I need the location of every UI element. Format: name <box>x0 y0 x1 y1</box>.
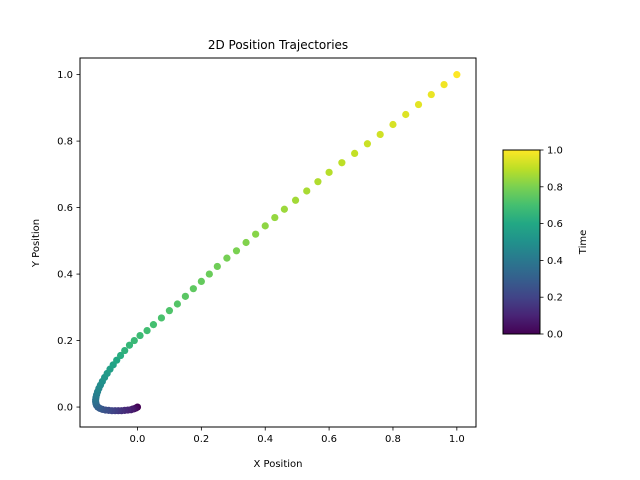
scatter-point-48 <box>242 238 250 247</box>
y-tick-label-0: 0.0 <box>57 403 73 414</box>
scatter-point-46 <box>223 254 231 262</box>
y-tick-label-5: 1.0 <box>57 70 73 81</box>
x-tick-label-3: 0.6 <box>321 434 337 445</box>
y-axis-ticks: 0.0 0.2 0.4 0.6 0.8 1.0 <box>57 70 80 414</box>
colorbar <box>502 149 541 335</box>
scatter-point-47 <box>232 247 241 255</box>
y-tick-label-4: 0.8 <box>57 137 73 148</box>
plot-frame <box>79 57 477 428</box>
scatter-point-58 <box>351 149 359 158</box>
scatter-point-45 <box>213 262 221 271</box>
y-axis-label: Y Position <box>31 219 42 268</box>
scatter-point-39 <box>165 307 174 315</box>
scatter-point-41 <box>181 292 189 300</box>
colorbar-tick-label-5: 1.0 <box>547 146 563 157</box>
scatter-point-38 <box>157 314 166 322</box>
colorbar-tick-label-3: 0.6 <box>547 219 563 230</box>
scatter-point-40 <box>173 300 182 308</box>
x-tick-label-0: 0.0 <box>130 434 146 445</box>
scatter-point-35 <box>136 331 144 340</box>
x-axis-label: X Position <box>254 459 303 470</box>
x-tick-label-4: 0.8 <box>385 434 401 445</box>
y-tick-label-2: 0.4 <box>57 270 73 281</box>
scatter-point-53 <box>291 196 300 204</box>
chart-title: 2D Position Trajectories <box>208 38 348 52</box>
scatter-point-61 <box>389 120 397 129</box>
colorbar-tick-label-2: 0.4 <box>547 256 563 267</box>
scatter-point-66 <box>453 71 461 79</box>
scatter-point-31 <box>116 351 125 360</box>
scatter-point-44 <box>205 270 213 278</box>
colorbar-tick-label-0: 0.0 <box>547 330 563 341</box>
x-tick-label-5: 1.0 <box>449 434 465 445</box>
scatter-point-42 <box>189 285 197 293</box>
scatter-point-65 <box>440 80 448 89</box>
scatter-point-32 <box>121 346 129 355</box>
scatter-point-55 <box>314 178 322 186</box>
y-tick-label-3: 0.6 <box>57 203 73 214</box>
colorbar-label: Time <box>578 230 589 255</box>
scatter-point-49 <box>252 230 260 238</box>
scatter-point-37 <box>149 321 158 329</box>
scatter-point-34 <box>130 336 138 345</box>
colorbar-tick-label-4: 0.8 <box>547 182 563 193</box>
scatter-point-62 <box>402 110 410 119</box>
scatter-point-64 <box>427 90 435 99</box>
scatter-point-63 <box>414 100 423 109</box>
x-tick-label-1: 0.2 <box>193 434 209 445</box>
scatter-point-43 <box>197 277 205 285</box>
x-axis-ticks: 0.0 0.2 0.4 0.6 0.8 1.0 <box>130 427 465 445</box>
x-tick-label-2: 0.4 <box>257 434 273 445</box>
colorbar-tick-label-1: 0.2 <box>547 293 563 304</box>
scatter-point-54 <box>303 187 311 195</box>
scatter-point-36 <box>143 326 151 335</box>
scatter-point-59 <box>363 140 372 148</box>
colorbar-ticks: 0.0 0.2 0.4 0.6 0.8 1.0 <box>540 146 563 341</box>
scatter-points <box>92 71 461 415</box>
scatter-point-60 <box>376 130 384 139</box>
scatter-point-52 <box>280 205 288 213</box>
scatter-point-57 <box>338 159 346 167</box>
scatter-point-50 <box>261 222 269 230</box>
y-tick-label-1: 0.2 <box>57 336 73 347</box>
scatter-point-56 <box>325 168 333 176</box>
scatter-point-51 <box>271 213 279 222</box>
scatter-point-33 <box>125 341 134 349</box>
